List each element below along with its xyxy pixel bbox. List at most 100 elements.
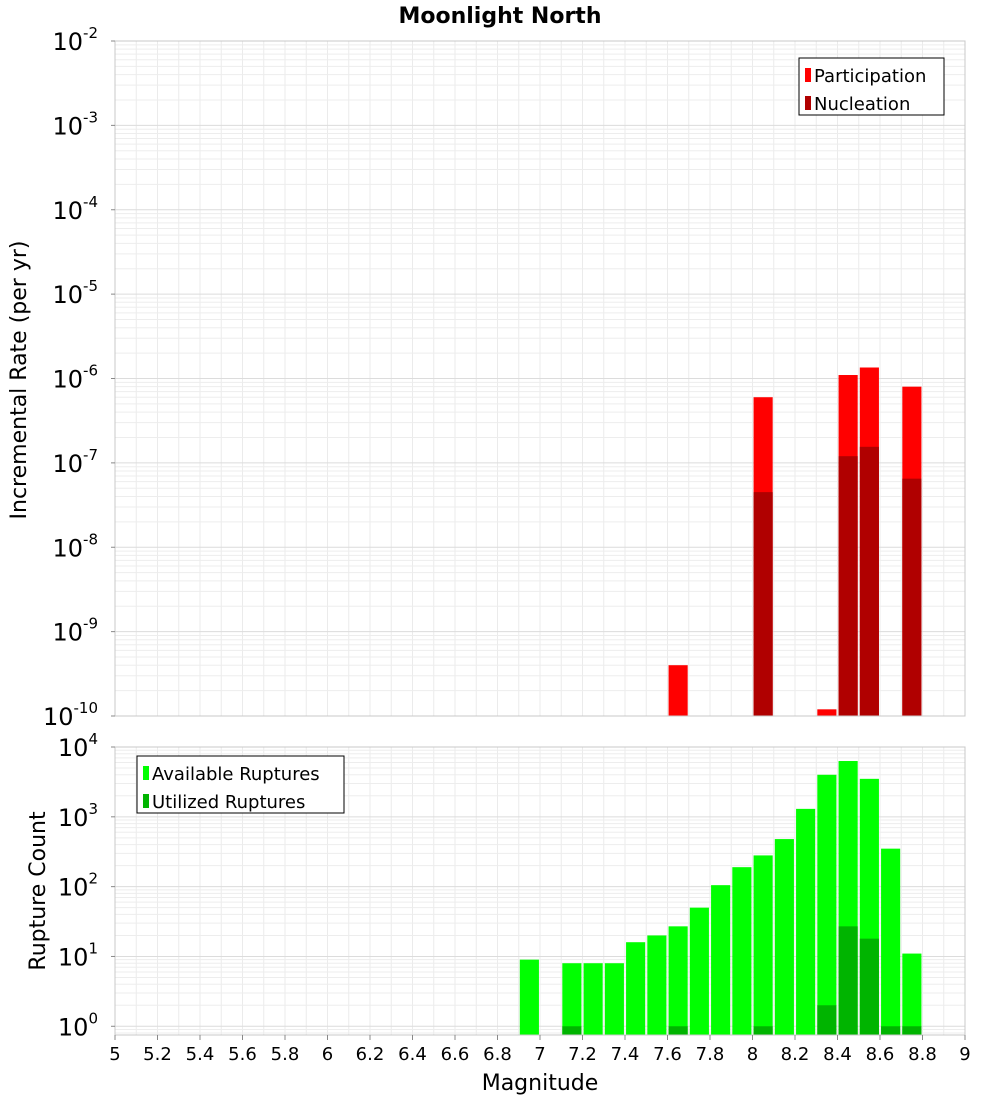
bar-primary <box>817 774 837 1035</box>
y-tick-label: 10-8 <box>52 530 98 562</box>
x-tick-label: 6 <box>322 1044 333 1065</box>
y-tick-base: 10 <box>58 804 89 832</box>
legend-box <box>798 57 945 116</box>
y-tick-exponent: 1 <box>88 939 98 957</box>
bar-primary <box>817 709 837 716</box>
bar-secondary <box>902 1026 922 1035</box>
y-tick-label: 10-10 <box>43 699 98 731</box>
bar-primary <box>689 907 709 1035</box>
legend-swatch <box>143 794 149 808</box>
bar-secondary <box>881 1026 901 1035</box>
bar-primary <box>583 963 603 1035</box>
bar-primary <box>732 867 752 1035</box>
y-tick-label: 102 <box>58 870 98 902</box>
bar-primary <box>881 848 901 1035</box>
y-tick-label: 10-2 <box>52 24 98 56</box>
x-tick-label: 8.6 <box>866 1044 895 1065</box>
y-tick-label: 10-9 <box>52 615 98 647</box>
bottom-legend: Available Ruptures Utilized Ruptures <box>136 755 345 814</box>
x-tick-label: 6.4 <box>398 1044 427 1065</box>
bar-primary <box>562 963 582 1035</box>
legend-box <box>136 755 345 814</box>
top-gridlines <box>114 40 966 717</box>
x-tick-label: 8.4 <box>823 1044 852 1065</box>
x-tick-label: 5.8 <box>271 1044 300 1065</box>
x-ticks: 5 5.2 5.4 5.6 5.8 6 6.2 6.4 6.6 6.8 7 7.2 7.4 7.6 7.8 8… <box>109 1035 971 1065</box>
y-tick-base: 10 <box>52 112 83 140</box>
bar-primary <box>711 885 731 1035</box>
y-tick-label: 10-6 <box>52 362 98 394</box>
bar-primary <box>626 942 646 1035</box>
y-tick-label: 100 <box>58 1009 98 1041</box>
y-tick-label: 10-4 <box>52 193 98 225</box>
legend-label: Available Ruptures <box>152 764 320 785</box>
y-tick-exponent: -10 <box>74 699 99 717</box>
y-tick-label: 10-3 <box>52 108 98 140</box>
bar-primary <box>902 953 922 1035</box>
y-tick-exponent: -5 <box>83 277 98 295</box>
y-tick-base: 10 <box>52 281 83 309</box>
y-tick-base: 10 <box>58 1013 89 1041</box>
bar-primary <box>774 839 794 1035</box>
y-tick-exponent: 0 <box>88 1009 98 1027</box>
legend-label: Nucleation <box>814 94 910 115</box>
y-tick-base: 10 <box>58 734 89 762</box>
x-tick-label: 7.8 <box>696 1044 725 1065</box>
bar-primary <box>668 665 688 716</box>
y-tick-exponent: -8 <box>83 530 98 548</box>
bar-primary <box>647 935 667 1035</box>
bar-primary <box>519 959 539 1035</box>
x-tick-label: 7.2 <box>568 1044 597 1065</box>
bar-secondary <box>562 1026 582 1035</box>
bar-secondary <box>859 446 879 716</box>
x-tick-label: 7 <box>534 1044 545 1065</box>
y-tick-exponent: -6 <box>83 362 98 380</box>
legend-swatch <box>805 96 811 110</box>
x-tick-label: 8.2 <box>781 1044 810 1065</box>
x-tick-label: 9 <box>959 1044 970 1065</box>
bar-primary <box>668 926 688 1035</box>
y-tick-base: 10 <box>52 534 83 562</box>
x-tick-label: 8 <box>747 1044 758 1065</box>
legend-label: Utilized Ruptures <box>152 792 305 813</box>
bottom-bars <box>519 761 922 1035</box>
y-tick-label: 101 <box>58 939 98 971</box>
top-panel: 10-210-310-410-510-610-710-810-910-10 In… <box>7 24 966 731</box>
y-tick-label: 104 <box>58 730 98 762</box>
bar-primary <box>604 963 624 1035</box>
bar-secondary <box>753 1026 773 1035</box>
bottom-y-axis-label: Rupture Count <box>26 811 51 971</box>
bar-primary <box>753 855 773 1035</box>
y-tick-exponent: -9 <box>83 615 98 633</box>
bar-secondary <box>817 1005 837 1035</box>
x-tick-label: 5 <box>109 1044 120 1065</box>
y-tick-exponent: -7 <box>83 446 98 464</box>
x-axis-label: Magnitude <box>482 1071 599 1096</box>
x-tick-label: 6.2 <box>356 1044 385 1065</box>
y-tick-base: 10 <box>52 366 83 394</box>
x-tick-label: 5.2 <box>143 1044 172 1065</box>
chart-title: Moonlight North <box>398 4 601 29</box>
bar-primary <box>796 808 816 1035</box>
y-tick-label: 10-5 <box>52 277 98 309</box>
top-y-ticks: 10-210-310-410-510-610-710-810-910-10 <box>43 24 115 731</box>
bar-secondary <box>753 492 773 716</box>
y-tick-exponent: -3 <box>83 108 98 126</box>
x-tick-label: 8.8 <box>908 1044 937 1065</box>
bar-secondary <box>668 1026 688 1035</box>
legend-swatch <box>805 68 811 82</box>
y-tick-base: 10 <box>52 619 83 647</box>
y-tick-exponent: 2 <box>88 870 98 888</box>
x-tick-label: 6.6 <box>441 1044 470 1065</box>
y-tick-base: 10 <box>58 943 89 971</box>
x-tick-label: 7.6 <box>653 1044 682 1065</box>
bar-secondary <box>859 938 879 1035</box>
x-tick-label: 6.8 <box>483 1044 512 1065</box>
y-tick-exponent: -4 <box>83 193 98 211</box>
top-bars <box>668 367 922 716</box>
y-tick-exponent: 3 <box>88 800 98 818</box>
top-y-axis-label: Incremental Rate (per yr) <box>7 241 32 520</box>
bar-secondary <box>838 456 858 716</box>
